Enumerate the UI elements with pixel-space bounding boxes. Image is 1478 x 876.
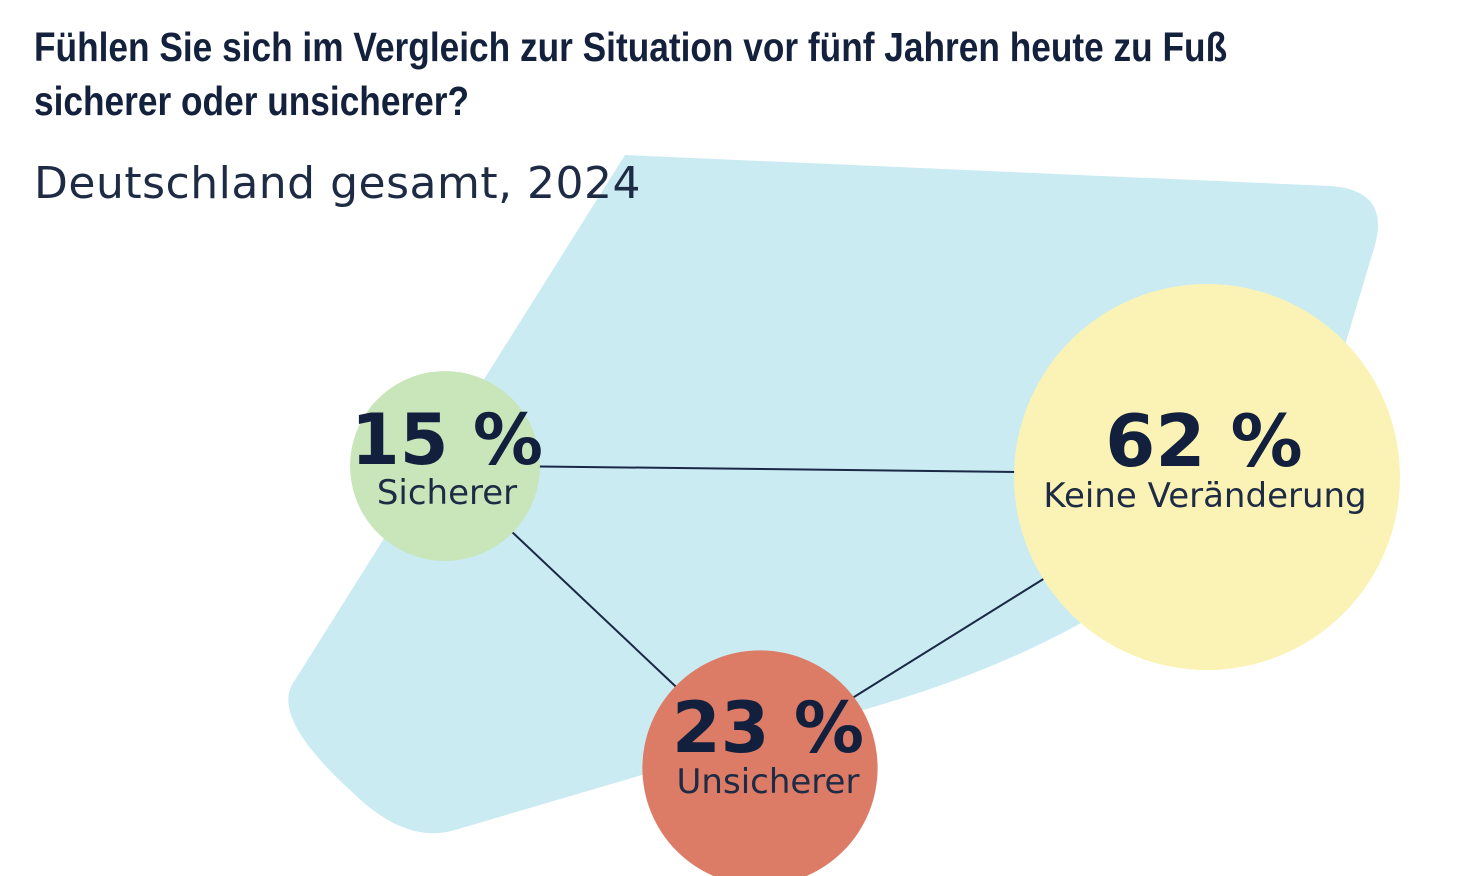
chart-title: Fühlen Sie sich im Vergleich zur Situati… <box>34 20 1247 128</box>
chart-title-line-2: sicherer oder unsicherer? <box>34 78 470 124</box>
connector-keine-veraenderung-unsicherer <box>837 577 1046 708</box>
category-label-keine-veraenderung: Keine Veränderung <box>1043 476 1366 516</box>
chart-title-line-1: Fühlen Sie sich im Vergleich zur Situati… <box>34 24 1228 70</box>
value-label-keine-veraenderung: 62 % <box>1105 399 1302 483</box>
category-label-unsicherer: Unsicherer <box>677 762 860 802</box>
bubbles <box>350 284 1400 876</box>
bubble-labels: 15 %Sicherer 62 %Keine Veränderung 23 %Uns… <box>351 399 1367 802</box>
bubble-unsicherer <box>642 650 878 876</box>
value-label-unsicherer: 23 % <box>672 687 864 769</box>
value-label-sicherer: 15 % <box>351 399 543 481</box>
category-label-sicherer: Sicherer <box>377 473 517 513</box>
bubble-keine-veraenderung <box>1014 284 1400 670</box>
chart-subtitle: Deutschland gesamt, 2024 <box>34 158 642 209</box>
bubble-sicherer <box>350 371 540 561</box>
connector-sicherer-keine-veraenderung <box>499 465 1021 473</box>
